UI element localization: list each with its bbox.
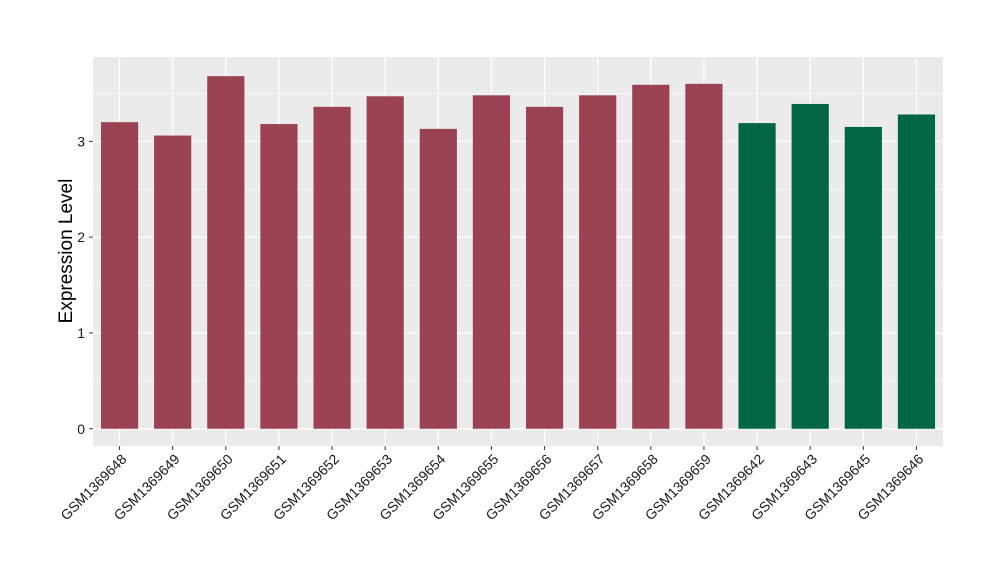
bar [844,126,882,429]
y-tick-label: 0 [77,421,85,437]
y-axis-title: Expression Level [56,179,77,324]
bar [366,96,404,429]
y-axis: 0 1 2 3 [77,133,93,437]
bar [738,123,776,429]
bar [100,122,139,429]
bar [207,76,245,429]
bar [685,83,723,429]
bar [897,114,936,429]
bar [154,135,192,429]
y-tick-label: 2 [77,229,85,245]
bar [791,103,829,429]
x-axis: GSM1369648GSM1369649GSM1369650GSM1369651… [57,446,927,523]
bar [260,124,298,429]
y-tick-label: 1 [77,325,85,341]
bar [419,128,457,429]
y-tick-label: 3 [77,133,85,149]
bars [100,76,936,429]
bar [579,95,617,429]
bar [472,95,511,429]
bar [313,106,351,429]
bar [525,106,564,429]
bar [632,84,670,429]
